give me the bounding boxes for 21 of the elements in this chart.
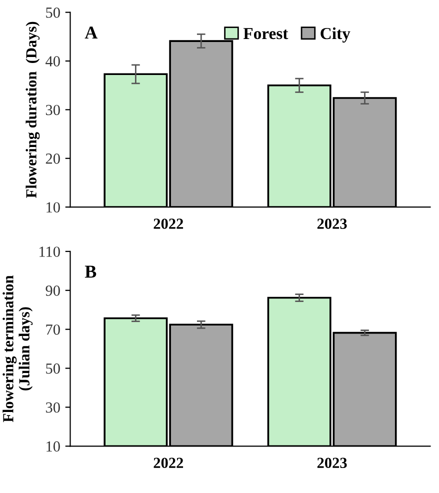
y-tick-label: 30 xyxy=(46,104,60,116)
y-tick-label: 20 xyxy=(46,154,60,164)
y-tick-label: 10 xyxy=(46,441,60,452)
y-axis-title: Flowering duration (Days) xyxy=(26,22,40,198)
annotation: A xyxy=(84,26,98,38)
y-tick-label: 10 xyxy=(46,202,60,213)
x-tick-label: 2023 xyxy=(317,458,347,468)
y-axis-title: Flowering termination (Julian days) xyxy=(2,275,33,422)
x-tick-label: 2023 xyxy=(317,218,347,229)
annotation: B xyxy=(84,266,96,278)
x-tick-label: 2022 xyxy=(154,458,184,468)
y-tick-label: 70 xyxy=(46,324,60,335)
x-tick-label: 2022 xyxy=(154,218,184,229)
y-tick-label: 110 xyxy=(40,246,60,257)
y-tick-label: 90 xyxy=(46,286,60,296)
y-tick-label: 50 xyxy=(46,363,60,374)
y-tick-label: 40 xyxy=(46,56,60,66)
y-tick-label: 30 xyxy=(46,402,60,413)
y-tick-label: 50 xyxy=(46,7,60,18)
legend-label: City xyxy=(320,27,350,43)
legend-label: Forest xyxy=(243,28,288,40)
